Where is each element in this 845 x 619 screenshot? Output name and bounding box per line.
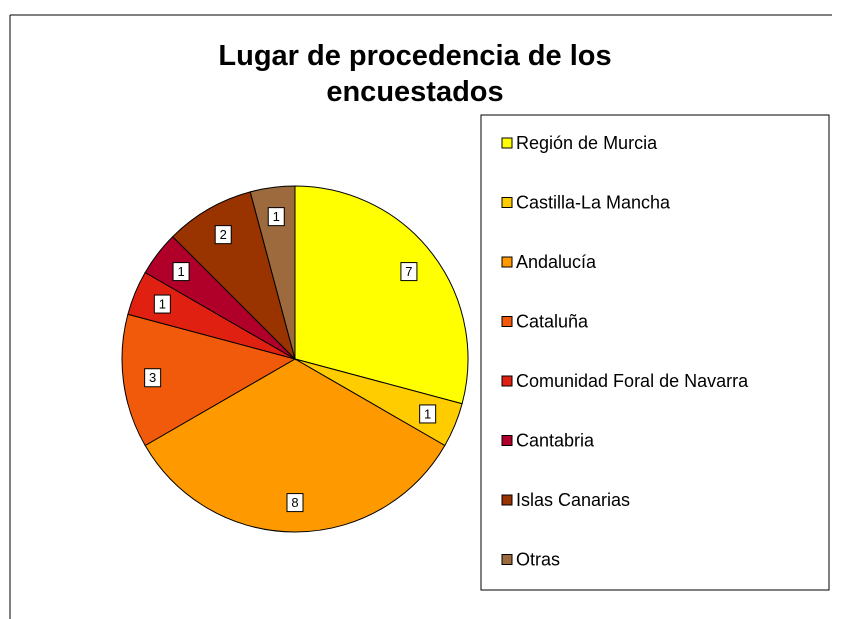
legend-label: Islas Canarias (516, 490, 630, 510)
data-label: 1 (159, 296, 166, 311)
legend-label: Castilla-La Mancha (516, 192, 671, 212)
legend-box (480, 114, 830, 591)
data-label: 2 (220, 227, 227, 242)
data-label: 8 (291, 495, 298, 510)
legend-swatch (501, 375, 513, 387)
data-label-box (144, 368, 162, 388)
pie-slice (171, 191, 296, 361)
pie-slice (249, 185, 296, 360)
legend-swatch (501, 316, 513, 327)
data-label-box (400, 262, 418, 282)
legend-label: Comunidad Foral de Navarra (516, 371, 749, 391)
data-label: 7 (405, 264, 412, 279)
legend-label: Andalucía (516, 252, 597, 272)
data-label-box (286, 493, 304, 513)
data-label-box (172, 262, 190, 282)
data-label-box (214, 225, 232, 245)
data-label: 1 (424, 406, 431, 421)
legend-swatch (501, 197, 513, 208)
data-label: 1 (177, 264, 184, 279)
data-label-box (267, 207, 285, 227)
data-label: 1 (273, 209, 280, 224)
legend-label: Región de Murcia (516, 133, 658, 153)
legend-label: Cataluña (516, 311, 589, 331)
legend-swatch (501, 494, 513, 506)
pie-slice (121, 313, 297, 447)
legend-label: Otras (516, 549, 560, 569)
legend-swatch (501, 137, 513, 149)
legend-swatch (501, 554, 513, 565)
pie-slice (294, 185, 469, 405)
pie-slice (144, 358, 446, 533)
chart-title: Lugar de procedencia de los encuestados (218, 40, 612, 108)
legend-swatch (501, 435, 513, 446)
legend-label: Cantabria (516, 430, 595, 450)
data-label-box (153, 294, 171, 314)
legend-swatch (501, 256, 513, 268)
data-label: 3 (149, 370, 156, 385)
data-label-box (419, 404, 437, 424)
